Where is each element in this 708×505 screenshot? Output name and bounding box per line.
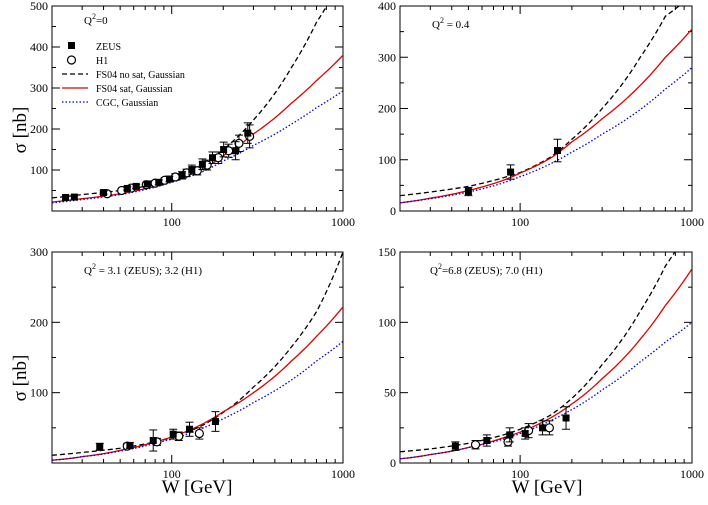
legend-h1-label: H1 <box>96 56 108 67</box>
zeus-point <box>232 147 240 155</box>
zeus-point <box>244 129 252 137</box>
plot-frame <box>399 5 693 212</box>
x-tick-label: 100 <box>163 467 181 481</box>
zeus-point <box>211 418 219 426</box>
panel-annotation: Q2=6.8 (ZEUS); 7.0 (H1) <box>430 262 543 277</box>
zeus-point <box>220 146 228 153</box>
zeus-point <box>155 178 163 186</box>
zeus-point <box>506 431 514 439</box>
zeus-point <box>165 175 173 183</box>
legend-nosat-label: FS04 no sat, Gaussian <box>96 70 185 81</box>
curves <box>400 252 692 460</box>
h1-point <box>544 423 554 433</box>
y-axis-label-top: σ [nb] <box>10 107 31 154</box>
y-tick-label: 50 <box>384 386 396 400</box>
y-tick-label: 200 <box>30 315 48 329</box>
zeus-point <box>554 147 562 155</box>
series-line-dashed <box>52 252 343 456</box>
y-tick-label: 200 <box>378 102 396 116</box>
x-tick-label: 100 <box>163 215 181 229</box>
panel-top-right: 100 1000 0 100 200 300 400 Q2 = 0.4 <box>378 0 704 229</box>
zeus-point <box>562 414 570 422</box>
series-line-dotted <box>400 67 692 204</box>
zeus-point <box>70 193 78 201</box>
zeus-point <box>149 436 157 444</box>
legend-zeus-marker <box>68 42 75 49</box>
series-line-solid <box>400 28 692 204</box>
zeus-point <box>521 429 529 437</box>
legend-cgc-label: CGC, Gaussian <box>96 98 158 109</box>
zeus-point <box>185 425 193 433</box>
curves <box>52 252 343 461</box>
series-line-dotted <box>400 321 692 460</box>
y-tick-label: 150 <box>378 245 396 259</box>
y-tick-label: 300 <box>30 245 48 259</box>
x-tick-label: 1000 <box>680 215 704 229</box>
zeus-point <box>169 430 177 438</box>
panel-annotation: Q2=0 <box>84 12 108 27</box>
y-tick-label: 0 <box>390 204 396 218</box>
series-line-solid <box>52 306 343 461</box>
x-tick-label: 100 <box>511 467 529 481</box>
zeus-point <box>143 180 151 188</box>
legend: ZEUS H1 FS04 no sat, Gaussian FS04 sat, … <box>62 42 185 109</box>
x-axis-label-left: W [GeV] <box>162 477 233 498</box>
curves <box>400 6 692 204</box>
panel-annotation: Q2 = 3.1 (ZEUS); 3.2 (H1) <box>84 262 202 277</box>
plot-frame <box>399 251 693 464</box>
zeus-point <box>188 166 196 174</box>
legend-h1-marker <box>66 55 77 65</box>
zeus-point <box>507 168 515 176</box>
y-tick-label: 100 <box>378 153 396 167</box>
y-tick-label: 100 <box>30 163 48 177</box>
zeus-point <box>100 189 108 197</box>
y-tick-label: 500 <box>30 0 48 13</box>
panel-top-left: 100 1000 100 200 300 400 500 Q2=0 <box>30 0 355 229</box>
h1-point <box>470 440 481 450</box>
y-tick-label: 100 <box>378 315 396 329</box>
data-points <box>95 411 220 452</box>
zeus-point <box>126 441 134 449</box>
panel-bottom-left: 100 1000 100 200 300 Q2 = 3.1 (ZEUS); 3.2 (H1… <box>30 245 355 481</box>
x-axis-label-right: W [GeV] <box>512 477 583 498</box>
zeus-point <box>483 436 491 444</box>
zeus-point <box>451 442 459 450</box>
zeus-point <box>198 160 206 168</box>
y-axis-label-bottom: σ [nb] <box>10 355 31 402</box>
zeus-point <box>62 193 70 201</box>
panel-annotation: Q2 = 0.4 <box>432 16 470 31</box>
y-tick-label: 300 <box>378 50 396 64</box>
zeus-point <box>539 424 547 432</box>
x-tick-label: 100 <box>511 215 529 229</box>
zeus-point <box>178 171 186 179</box>
y-tick-label: 200 <box>30 122 48 136</box>
x-tick-label: 1000 <box>331 215 355 229</box>
y-tick-label: 300 <box>30 81 48 95</box>
data-points <box>62 122 255 201</box>
legend-zeus-label: ZEUS <box>96 42 121 53</box>
data-points <box>464 138 562 197</box>
x-tick-label: 1000 <box>680 467 704 481</box>
series-line-dashed <box>400 252 676 453</box>
zeus-point <box>96 443 104 451</box>
y-tick-label: 400 <box>30 40 48 54</box>
y-tick-label: 100 <box>30 386 48 400</box>
zeus-point <box>464 188 472 196</box>
x-tick-label: 1000 <box>331 467 355 481</box>
y-tick-label: 400 <box>378 0 396 13</box>
zeus-point <box>123 184 131 192</box>
series-line-dotted <box>52 340 343 461</box>
panel-bottom-right: 100 1000 0 50 100 150 Q2=6.8 (ZEUS); 7.0 (H1) <box>378 245 704 481</box>
zeus-point <box>132 182 140 190</box>
h1-point <box>234 138 244 148</box>
series-line-dashed <box>400 6 681 197</box>
legend-sat-label: FS04 sat, Gaussian <box>96 84 172 95</box>
h1-point <box>194 428 204 439</box>
zeus-point <box>208 154 216 162</box>
data-points <box>451 406 571 451</box>
y-tick-label: 0 <box>390 456 396 470</box>
